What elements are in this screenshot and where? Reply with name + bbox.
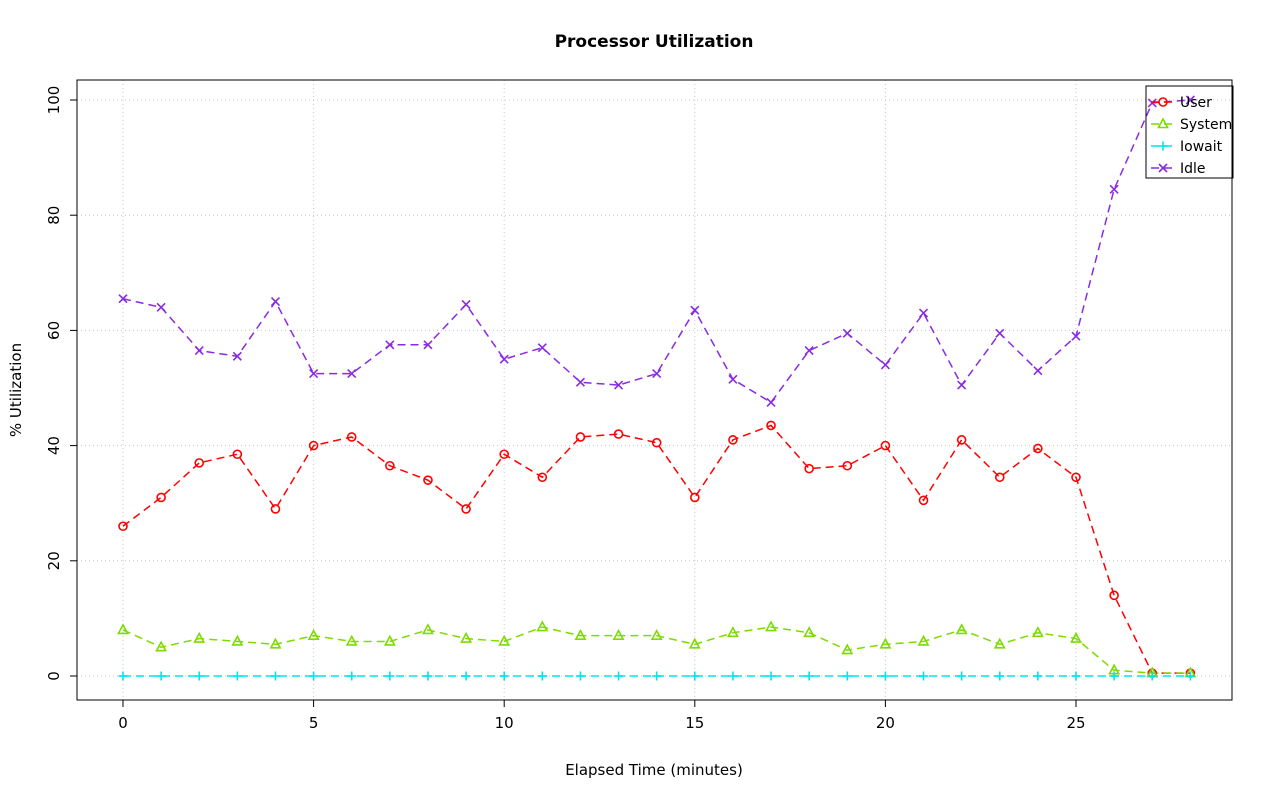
series-markers-user bbox=[118, 420, 1196, 678]
y-tick-label: 20 bbox=[45, 551, 63, 570]
x-tick-label: 15 bbox=[685, 714, 704, 732]
y-tick-label: 40 bbox=[45, 436, 63, 455]
y-tick-label: 60 bbox=[45, 321, 63, 340]
x-tick-label: 10 bbox=[495, 714, 514, 732]
x-axis-ticks: 0 5 10 15 20 25 bbox=[118, 700, 1086, 732]
legend-label-idle: Idle bbox=[1180, 161, 1206, 177]
series-line-user bbox=[122, 424, 1191, 674]
plot-border bbox=[76, 79, 1233, 701]
series-markers-system bbox=[117, 620, 1197, 678]
legend-label-system: System bbox=[1180, 117, 1232, 133]
x-tick-label: 0 bbox=[118, 714, 128, 732]
y-tick-label: 0 bbox=[45, 671, 63, 681]
x-axis-label: Elapsed Time (minutes) bbox=[565, 761, 743, 779]
legend-label-iowait: Iowait bbox=[1180, 139, 1223, 155]
x-tick-label: 5 bbox=[309, 714, 319, 732]
series-line-idle bbox=[122, 99, 1191, 404]
legend-label-user: User bbox=[1180, 95, 1212, 111]
y-tick-label: 80 bbox=[45, 206, 63, 225]
legend: User System Iowait Idle bbox=[1145, 85, 1234, 179]
y-axis-ticks: 0 20 40 60 80 100 bbox=[45, 86, 77, 681]
x-tick-label: 20 bbox=[876, 714, 895, 732]
legend-box bbox=[1145, 85, 1234, 179]
series-line-system bbox=[122, 626, 1191, 674]
x-tick-label: 25 bbox=[1066, 714, 1085, 732]
y-tick-label: 100 bbox=[45, 86, 63, 115]
chart-title: Processor Utilization bbox=[554, 32, 754, 52]
grid-lines bbox=[77, 80, 1232, 700]
series-markers-idle bbox=[118, 95, 1195, 407]
series-markers-iowait bbox=[118, 671, 1195, 681]
